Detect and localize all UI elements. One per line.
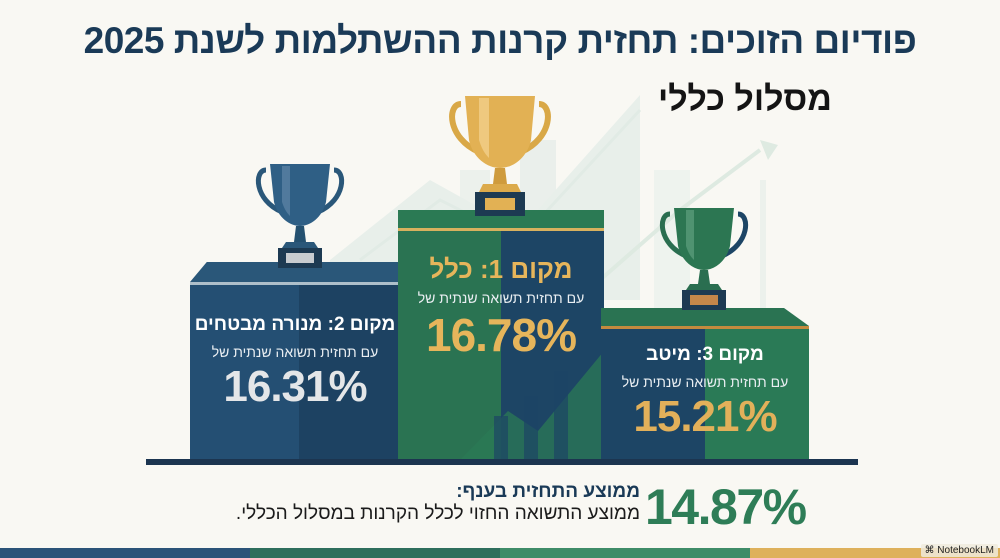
podium-edge-highlight bbox=[190, 282, 400, 285]
podium-front bbox=[398, 231, 604, 462]
podium-third-place: מקום 3: מיטב עם תחזית תשואה שנתית של 15.… bbox=[601, 308, 809, 462]
podium-front bbox=[190, 285, 400, 462]
bar-segment-gold bbox=[750, 548, 1000, 558]
place-value: 16.78% bbox=[425, 309, 577, 361]
bar-segment-navy bbox=[0, 548, 250, 558]
place-value: 15.21% bbox=[633, 392, 777, 441]
podium-top-face bbox=[190, 262, 400, 282]
gold-trophy-icon bbox=[449, 96, 551, 216]
industry-average-description: ממוצע התשואה החזוי לכלל הקרנות במסלול הכ… bbox=[235, 503, 640, 524]
notebooklm-logo-icon: ⌘ bbox=[924, 545, 935, 556]
silver-blue-trophy-icon bbox=[256, 164, 344, 268]
place-sub-label: עם תחזית תשואה שנתית של bbox=[417, 290, 585, 306]
bottom-color-bar bbox=[0, 548, 1000, 558]
page-subtitle: מסלול כללי bbox=[658, 80, 832, 118]
podium-edge-gold bbox=[398, 228, 604, 231]
podium-front bbox=[601, 329, 809, 462]
place-label: מקום 1: כלל bbox=[429, 254, 573, 284]
bar-segment-teal bbox=[250, 548, 500, 558]
podium-top-face bbox=[601, 308, 809, 326]
podium-growth-bars-icon bbox=[458, 351, 604, 462]
podium-first-place: מקום 1: כלל עם תחזית תשואה שנתית של 16.7… bbox=[398, 210, 604, 462]
place-label: מקום 3: מיטב bbox=[646, 344, 764, 365]
industry-average-value: 14.87% bbox=[645, 479, 807, 535]
place-sub-label: עם תחזית תשואה שנתית של bbox=[211, 344, 379, 360]
podium-top-face bbox=[398, 210, 604, 228]
podium-edge-bronze bbox=[601, 326, 809, 329]
place-sub-label: עם תחזית תשואה שנתית של bbox=[621, 374, 789, 390]
place-label: מקום 2: מנורה מבטחים bbox=[194, 314, 396, 335]
green-bronze-trophy-icon bbox=[660, 208, 748, 310]
place-value: 16.31% bbox=[223, 362, 367, 411]
bar-segment-green bbox=[500, 548, 750, 558]
podium-second-place: מקום 2: מנורה מבטחים עם תחזית תשואה שנתי… bbox=[190, 262, 400, 462]
notebooklm-badge: ⌘ NotebookLM bbox=[920, 544, 998, 557]
podium-baseline bbox=[146, 459, 858, 465]
industry-average-title: ממוצע התחזית בענף: bbox=[456, 481, 640, 502]
notebooklm-badge-text: NotebookLM bbox=[937, 545, 994, 556]
page-title: פודיום הזוכים: תחזית קרנות ההשתלמות לשנת… bbox=[83, 20, 917, 61]
